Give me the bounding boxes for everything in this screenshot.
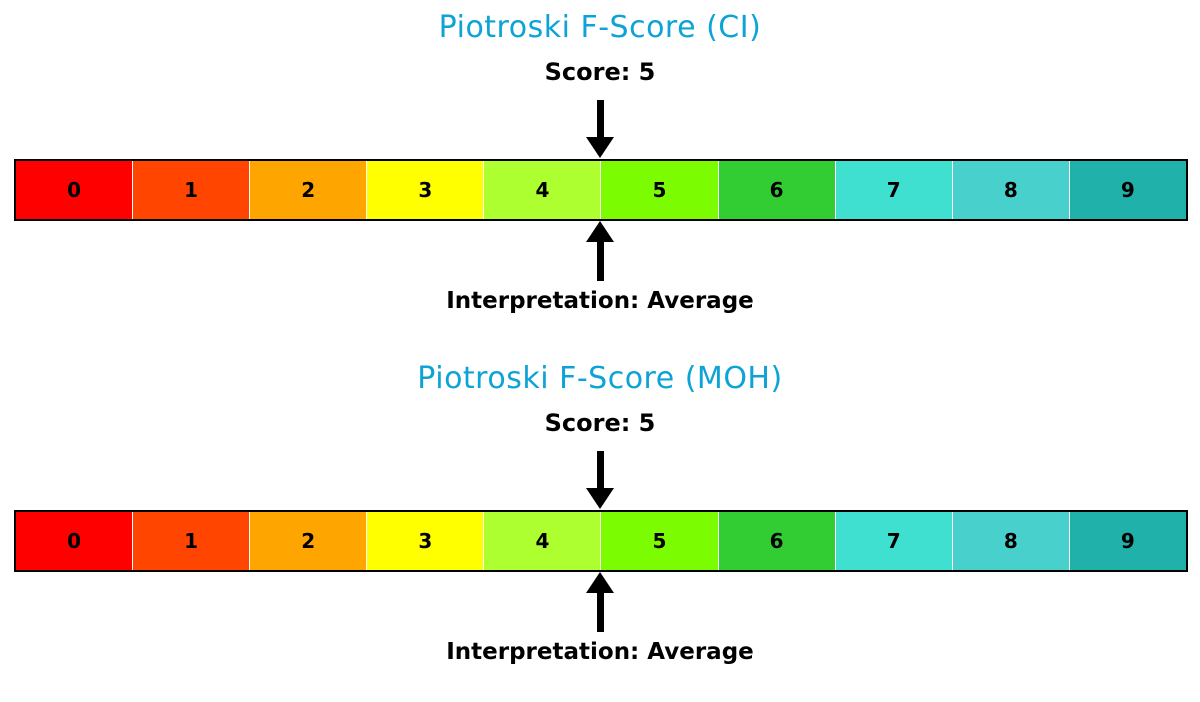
chart-title: Piotroski F-Score (MOH) <box>417 361 783 396</box>
scale-segment-label: 1 <box>184 529 199 553</box>
score-arrow-down-icon <box>586 100 614 158</box>
scale-segment-4: 4 <box>484 161 602 219</box>
scale-segment-label: 5 <box>652 529 667 553</box>
interpretation-label: Interpretation: Average <box>446 639 754 665</box>
arrow-stem <box>596 593 604 632</box>
arrow-head <box>586 488 614 509</box>
scale-segment-7: 7 <box>835 512 953 570</box>
score-scale-bar: 0 1 2 3 4 5 6 7 8 9 <box>14 159 1188 221</box>
scale-segment-label: 6 <box>769 529 784 553</box>
scale-segment-label: 9 <box>1120 529 1135 553</box>
scale-segment-2: 2 <box>250 512 368 570</box>
scale-segment-label: 2 <box>301 178 316 202</box>
scale-segment-label: 8 <box>1003 529 1018 553</box>
interpretation-arrow-up-icon <box>586 221 614 281</box>
fscore-chart-moh: Piotroski F-Score (MOH) Score: 5 0 1 2 3 4 5 6… <box>0 351 1200 702</box>
score-label: Score: 5 <box>544 58 656 86</box>
arrow-head <box>586 137 614 158</box>
arrow-stem <box>596 100 604 137</box>
scale-segment-label: 4 <box>535 529 550 553</box>
scale-segment-label: 3 <box>418 529 433 553</box>
scale-segment-0: 0 <box>16 161 134 219</box>
scale-segment-label: 3 <box>418 178 433 202</box>
score-scale-bar: 0 1 2 3 4 5 6 7 8 9 <box>14 510 1188 572</box>
interpretation-label: Interpretation: Average <box>446 288 754 314</box>
scale-segment-label: 8 <box>1003 178 1018 202</box>
scale-segment-label: 9 <box>1120 178 1135 202</box>
scale-segment-7: 7 <box>835 161 953 219</box>
scale-segment-label: 7 <box>886 178 901 202</box>
scale-segment-3: 3 <box>367 161 485 219</box>
scale-segment-label: 0 <box>67 178 81 202</box>
score-arrow-down-icon <box>586 451 614 509</box>
chart-title: Piotroski F-Score (CI) <box>438 10 762 45</box>
scale-segment-label: 4 <box>535 178 550 202</box>
scale-segment-4: 4 <box>484 512 602 570</box>
arrow-head <box>586 221 614 242</box>
scale-segment-label: 2 <box>301 529 316 553</box>
scale-segment-9: 9 <box>1069 512 1186 570</box>
scale-segment-9: 9 <box>1069 161 1186 219</box>
scale-segment-5: 5 <box>601 512 719 570</box>
scale-segment-label: 7 <box>886 529 901 553</box>
scale-segment-label: 1 <box>184 178 199 202</box>
scale-segment-8: 8 <box>952 512 1070 570</box>
arrow-head <box>586 572 614 593</box>
scale-segment-6: 6 <box>718 161 836 219</box>
arrow-stem <box>596 451 604 488</box>
arrow-stem <box>596 242 604 281</box>
fscore-chart-ci: Piotroski F-Score (CI) Score: 5 0 1 2 3 4 5 6 7… <box>14 10 1188 314</box>
scale-segment-label: 5 <box>652 178 667 202</box>
interpretation-arrow-up-icon <box>586 572 614 632</box>
scale-segment-6: 6 <box>718 512 836 570</box>
scale-segment-5: 5 <box>601 161 719 219</box>
scale-segment-3: 3 <box>367 512 485 570</box>
scale-segment-1: 1 <box>133 161 251 219</box>
score-label: Score: 5 <box>544 409 656 437</box>
scale-segment-2: 2 <box>250 161 368 219</box>
scale-segment-8: 8 <box>952 161 1070 219</box>
scale-segment-0: 0 <box>16 512 134 570</box>
scale-segment-label: 6 <box>769 178 784 202</box>
scale-segment-1: 1 <box>133 512 251 570</box>
scale-segment-label: 0 <box>67 529 81 553</box>
